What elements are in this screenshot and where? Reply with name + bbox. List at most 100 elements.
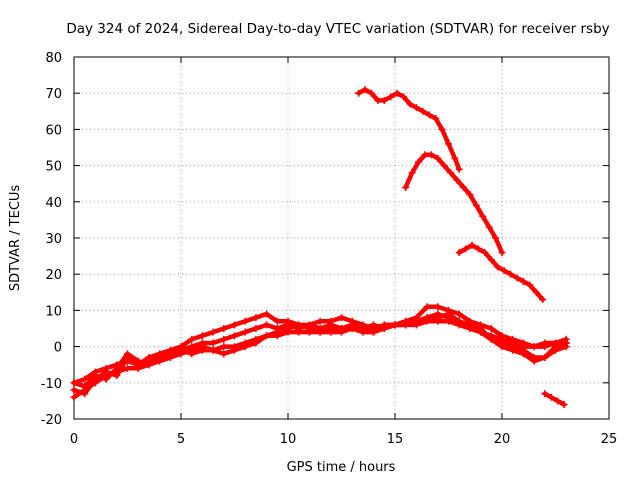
data-point — [273, 317, 281, 325]
data-point — [498, 248, 506, 256]
data-point — [188, 335, 196, 343]
data-point — [252, 325, 260, 332]
data-point — [455, 165, 463, 173]
data-point — [402, 321, 410, 329]
data-point — [481, 248, 489, 256]
data-point — [241, 317, 249, 325]
data-point — [113, 364, 121, 372]
y-axis-label: SDTVAR / TECUs — [8, 185, 23, 292]
series-trace — [542, 391, 567, 407]
data-point — [400, 93, 408, 101]
data-point — [367, 89, 375, 97]
data-point — [479, 212, 487, 220]
data-point — [338, 325, 345, 332]
data-point — [70, 379, 78, 387]
data-point — [370, 328, 378, 336]
data-point — [316, 317, 324, 325]
data-point — [91, 372, 99, 380]
data-point — [393, 89, 401, 97]
data-point — [455, 248, 463, 256]
data-point — [466, 325, 474, 332]
data-point — [284, 328, 292, 336]
y-tick-label: 50 — [45, 160, 62, 175]
y-tick-label: 80 — [45, 51, 62, 66]
x-tick-label: 15 — [387, 432, 404, 447]
data-point — [327, 325, 335, 332]
chart-title: Day 324 of 2024, Sidereal Day-to-day VTE… — [66, 21, 609, 37]
y-tick-label: -10 — [41, 377, 62, 392]
data-point — [519, 343, 527, 351]
y-tick-label: 10 — [45, 304, 62, 319]
grid-lines — [74, 57, 609, 419]
data-point — [500, 267, 508, 275]
data-point — [348, 317, 356, 325]
data-point — [552, 346, 559, 354]
data-point — [552, 339, 559, 347]
data-point — [408, 169, 416, 177]
y-tick-label: -20 — [41, 413, 62, 428]
data-point — [509, 339, 517, 347]
data-point — [70, 393, 78, 401]
data-point — [509, 346, 517, 354]
data-point — [560, 401, 568, 409]
data-point — [554, 397, 562, 405]
data-point — [370, 321, 378, 329]
data-point — [419, 107, 427, 115]
data-point — [348, 325, 356, 332]
data-point — [492, 234, 500, 242]
data-point — [447, 169, 455, 177]
data-point — [466, 317, 474, 325]
data-point — [355, 89, 363, 97]
data-point — [327, 317, 335, 325]
data-point — [134, 357, 142, 365]
data-point — [472, 201, 480, 209]
data-point — [421, 151, 429, 159]
data-point — [445, 140, 452, 148]
data-point — [434, 303, 442, 311]
data-point — [445, 310, 452, 318]
data-point — [231, 346, 238, 354]
data-point — [494, 263, 502, 271]
data-point — [541, 343, 549, 351]
data-point — [177, 346, 185, 354]
data-point — [387, 93, 395, 101]
data-point — [361, 86, 369, 94]
data-point — [412, 104, 420, 112]
data-point — [252, 339, 260, 347]
data-point — [498, 343, 506, 351]
data-point — [530, 357, 538, 365]
data-point — [459, 183, 467, 191]
data-point — [519, 350, 527, 358]
data-point — [477, 328, 485, 336]
data-point — [305, 328, 313, 336]
x-tick-label: 0 — [70, 432, 78, 447]
data-point — [434, 317, 442, 325]
data-point — [432, 115, 440, 123]
data-point — [526, 281, 534, 289]
data-point — [453, 176, 461, 184]
data-point — [295, 321, 303, 329]
data-point — [455, 310, 463, 318]
data-point — [487, 325, 495, 332]
y-tick-label: 40 — [45, 196, 62, 211]
data-point — [412, 321, 420, 329]
data-point — [220, 350, 228, 358]
data-point — [166, 350, 174, 358]
data-point — [70, 386, 78, 394]
data-point — [402, 183, 410, 191]
data-point — [434, 154, 442, 162]
y-tick-label: 70 — [45, 87, 62, 102]
data-point — [263, 310, 271, 318]
data-point — [231, 332, 238, 340]
data-point — [231, 321, 238, 329]
series-tail — [541, 390, 568, 409]
data-point — [423, 317, 431, 325]
data-point — [220, 335, 228, 343]
data-point — [295, 328, 303, 336]
data-point — [530, 343, 538, 351]
data-point — [380, 96, 388, 104]
data-point — [252, 314, 260, 322]
data-point — [145, 361, 153, 369]
